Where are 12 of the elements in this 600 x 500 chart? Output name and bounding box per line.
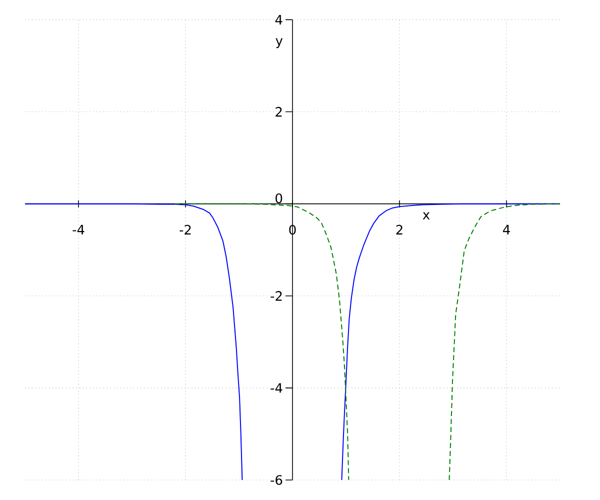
x-tick-label: -2 (180, 224, 191, 234)
y-tick-label: 4 (275, 14, 282, 24)
y-tick-label: -2 (270, 291, 282, 301)
y-axis-title: y (276, 38, 283, 48)
x-tick-label: 2 (396, 224, 402, 234)
x-tick-label: -4 (72, 224, 84, 234)
x-tick-label: 4 (503, 224, 510, 234)
y-tick-label: -4 (270, 383, 282, 393)
x-axis-title: x (422, 212, 430, 220)
y-tick-label: 2 (276, 106, 282, 117)
y-tick-label: -6 (270, 475, 282, 485)
y-tick-label: 0 (276, 193, 282, 204)
